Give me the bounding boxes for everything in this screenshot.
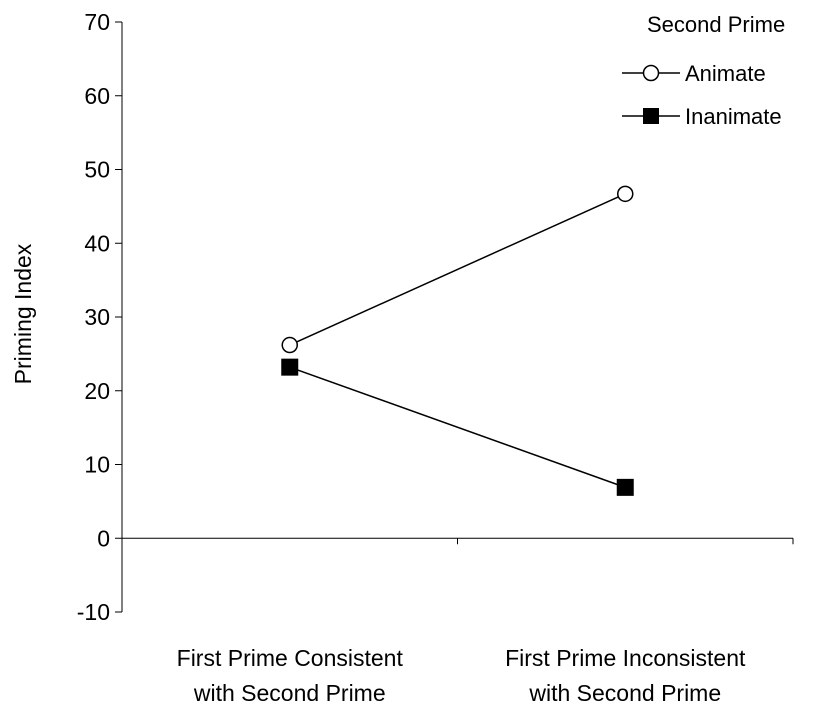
x-category-label: First Prime Inconsistent <box>505 645 746 671</box>
y-tick-label: 50 <box>84 157 110 183</box>
y-tick-label: 30 <box>84 304 110 330</box>
data-point-inanimate <box>281 358 299 376</box>
x-category-label: with Second Prime <box>193 680 386 706</box>
data-point-inanimate <box>616 478 634 496</box>
legend-marker-open-circle <box>642 64 660 82</box>
y-tick-label: 10 <box>84 452 110 478</box>
y-tick-label: 60 <box>84 83 110 109</box>
series-line-animate <box>289 193 626 346</box>
y-axis-label: Priming Index <box>10 243 36 384</box>
legend: Second Prime Animate Inanimate <box>622 12 785 129</box>
legend-entry-inanimate: Inanimate <box>622 104 782 129</box>
y-axis-ticks: -10 0 10 20 30 40 50 60 70 <box>77 9 122 625</box>
legend-label: Inanimate <box>685 104 782 129</box>
series-inanimate <box>281 358 634 496</box>
legend-marker-filled-square <box>643 108 659 124</box>
legend-entry-animate: Animate <box>622 61 766 86</box>
series-animate <box>281 185 634 354</box>
x-category-label: with Second Prime <box>528 680 721 706</box>
y-tick-label: 70 <box>84 9 110 35</box>
legend-title: Second Prime <box>647 12 785 37</box>
series-line-inanimate <box>289 366 626 489</box>
y-tick-label: 40 <box>84 230 110 256</box>
x-category-label: First Prime Consistent <box>177 645 404 671</box>
legend-label: Animate <box>685 61 766 86</box>
x-axis-category-labels: First Prime Consistent with Second Prime F… <box>177 645 746 706</box>
y-tick-label: -10 <box>77 599 110 625</box>
series-layer <box>281 185 634 496</box>
data-point-animate <box>281 336 298 354</box>
y-tick-label: 20 <box>84 378 110 404</box>
y-tick-label: 0 <box>97 525 110 551</box>
data-point-animate <box>617 185 634 203</box>
